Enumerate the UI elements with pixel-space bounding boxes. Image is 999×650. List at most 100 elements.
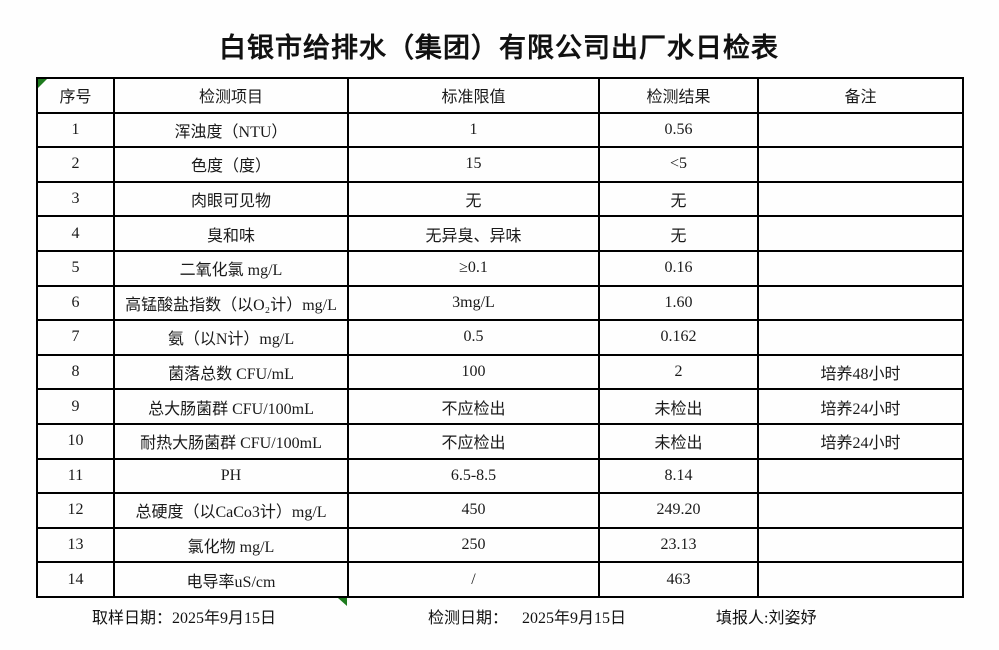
cell-item: 总大肠菌群 CFU/100mL — [113, 388, 349, 425]
sample-date-value: 2025年9月15日 — [172, 610, 277, 627]
cell-note — [757, 215, 964, 252]
cell-item: 高锰酸盐指数（以O₂计）mg/L — [113, 284, 349, 322]
cell-result: <5 — [598, 146, 759, 183]
table-row: 6 高锰酸盐指数（以O₂计）mg/L 3mg/L 1.60 — [36, 284, 964, 322]
cell-result: 0.162 — [598, 319, 759, 356]
cell-no: 1 — [36, 111, 115, 149]
cell-item: 氨（以N计）mg/L — [113, 319, 349, 356]
cell-note: 培养24小时 — [757, 422, 964, 460]
cell-note — [757, 457, 964, 495]
header-note: 备注 — [757, 77, 964, 114]
cell-no: 2 — [36, 146, 115, 183]
footer: 取样日期：2025年9月15日 检测日期： 2025年9月15日 填报人:刘姿妤 — [0, 608, 999, 632]
cell-item: 臭和味 — [113, 215, 349, 252]
cell-note: 培养24小时 — [757, 388, 964, 425]
cell-item: PH — [113, 457, 349, 495]
cell-note — [757, 526, 964, 564]
cell-result: 0.16 — [598, 249, 759, 287]
cell-result: 未检出 — [598, 388, 759, 425]
reporter: 填报人:刘姿妤 — [716, 608, 816, 630]
cell-no: 14 — [36, 561, 115, 598]
cell-note: 培养48小时 — [757, 353, 964, 391]
cell-limit: 无 — [347, 180, 600, 218]
cell-item: 耐热大肠菌群 CFU/100mL — [113, 422, 349, 460]
cell-no: 9 — [36, 388, 115, 425]
sample-date: 取样日期：2025年9月15日 — [92, 608, 276, 630]
cell-limit: 3mg/L — [347, 284, 600, 322]
table-row: 5 二氧化氯 mg/L ≥0.1 0.16 — [36, 249, 964, 287]
cell-note — [757, 180, 964, 218]
bottom-edge-green-marker-icon — [338, 598, 347, 606]
cell-limit: 0.5 — [347, 319, 600, 356]
cell-no: 5 — [36, 249, 115, 287]
cell-note — [757, 146, 964, 183]
header-item: 检测项目 — [113, 77, 349, 114]
cell-limit: 不应检出 — [347, 422, 600, 460]
cell-limit: 450 — [347, 492, 600, 529]
cell-limit: 15 — [347, 146, 600, 183]
cell-item: 氯化物 mg/L — [113, 526, 349, 564]
cell-item: 二氧化氯 mg/L — [113, 249, 349, 287]
table-row: 11 PH 6.5-8.5 8.14 — [36, 457, 964, 495]
cell-result: 2 — [598, 353, 759, 391]
cell-no: 7 — [36, 319, 115, 356]
cell-note — [757, 284, 964, 322]
table-row: 1 浑浊度（NTU） 1 0.56 — [36, 111, 964, 149]
cell-limit: 100 — [347, 353, 600, 391]
test-date-label: 检测日期： — [428, 610, 509, 627]
table-row: 12 总硬度（以CaCo3计）mg/L 450 249.20 — [36, 492, 964, 529]
cell-no: 6 — [36, 284, 115, 322]
cell-no: 13 — [36, 526, 115, 564]
cell-item: 肉眼可见物 — [113, 180, 349, 218]
test-date-value: 2025年9月15日 — [522, 610, 627, 627]
cell-note — [757, 492, 964, 529]
cell-item: 菌落总数 CFU/mL — [113, 353, 349, 391]
header-limit: 标准限值 — [347, 77, 600, 114]
cell-no: 8 — [36, 353, 115, 391]
cell-limit: 无异臭、异味 — [347, 215, 600, 252]
table-row: 2 色度（度） 15 <5 — [36, 146, 964, 183]
sample-date-label: 取样日期： — [92, 610, 173, 627]
cell-no: 3 — [36, 180, 115, 218]
cell-limit: 6.5-8.5 — [347, 457, 600, 495]
cell-limit: 1 — [347, 111, 600, 149]
test-date: 检测日期： 2025年9月15日 — [428, 608, 626, 630]
cell-result: 未检出 — [598, 422, 759, 460]
page-title: 白银市给排水（集团）有限公司出厂水日检表 — [219, 33, 779, 63]
table-row: 14 电导率uS/cm / 463 — [36, 561, 964, 598]
cell-result: 0.56 — [598, 111, 759, 149]
table-header-row: 序号 检测项目 标准限值 检测结果 备注 — [36, 77, 964, 114]
header-result: 检测结果 — [598, 77, 759, 114]
table-row: 9 总大肠菌群 CFU/100mL 不应检出 未检出 培养24小时 — [36, 388, 964, 425]
cell-no: 10 — [36, 422, 115, 460]
cell-limit: / — [347, 561, 600, 598]
cell-result: 23.13 — [598, 526, 759, 564]
inspection-table: 序号 检测项目 标准限值 检测结果 备注 1 浑浊度（NTU） 1 0.56 2… — [36, 77, 964, 598]
cell-note — [757, 319, 964, 356]
cell-note — [757, 561, 964, 598]
reporter-label: 填报人: — [716, 610, 769, 627]
header-no: 序号 — [36, 77, 115, 114]
cell-result: 8.14 — [598, 457, 759, 495]
cell-no: 12 — [36, 492, 115, 529]
table-row: 13 氯化物 mg/L 250 23.13 — [36, 526, 964, 564]
table-row: 8 菌落总数 CFU/mL 100 2 培养48小时 — [36, 353, 964, 391]
cell-no: 4 — [36, 215, 115, 252]
cell-note — [757, 111, 964, 149]
cell-error-marker-icon — [39, 79, 47, 88]
cell-limit: 不应检出 — [347, 388, 600, 425]
reporter-name: 刘姿妤 — [768, 610, 817, 627]
table-row: 10 耐热大肠菌群 CFU/100mL 不应检出 未检出 培养24小时 — [36, 422, 964, 460]
table-row: 4 臭和味 无异臭、异味 无 — [36, 215, 964, 252]
table-row: 3 肉眼可见物 无 无 — [36, 180, 964, 218]
table-row: 7 氨（以N计）mg/L 0.5 0.162 — [36, 319, 964, 356]
cell-item: 浑浊度（NTU） — [113, 111, 349, 149]
cell-result: 1.60 — [598, 284, 759, 322]
cell-result: 463 — [598, 561, 759, 598]
cell-no: 11 — [36, 457, 115, 495]
cell-note — [757, 249, 964, 287]
cell-item: 电导率uS/cm — [113, 561, 349, 598]
cell-result: 249.20 — [598, 492, 759, 529]
cell-limit: 250 — [347, 526, 600, 564]
